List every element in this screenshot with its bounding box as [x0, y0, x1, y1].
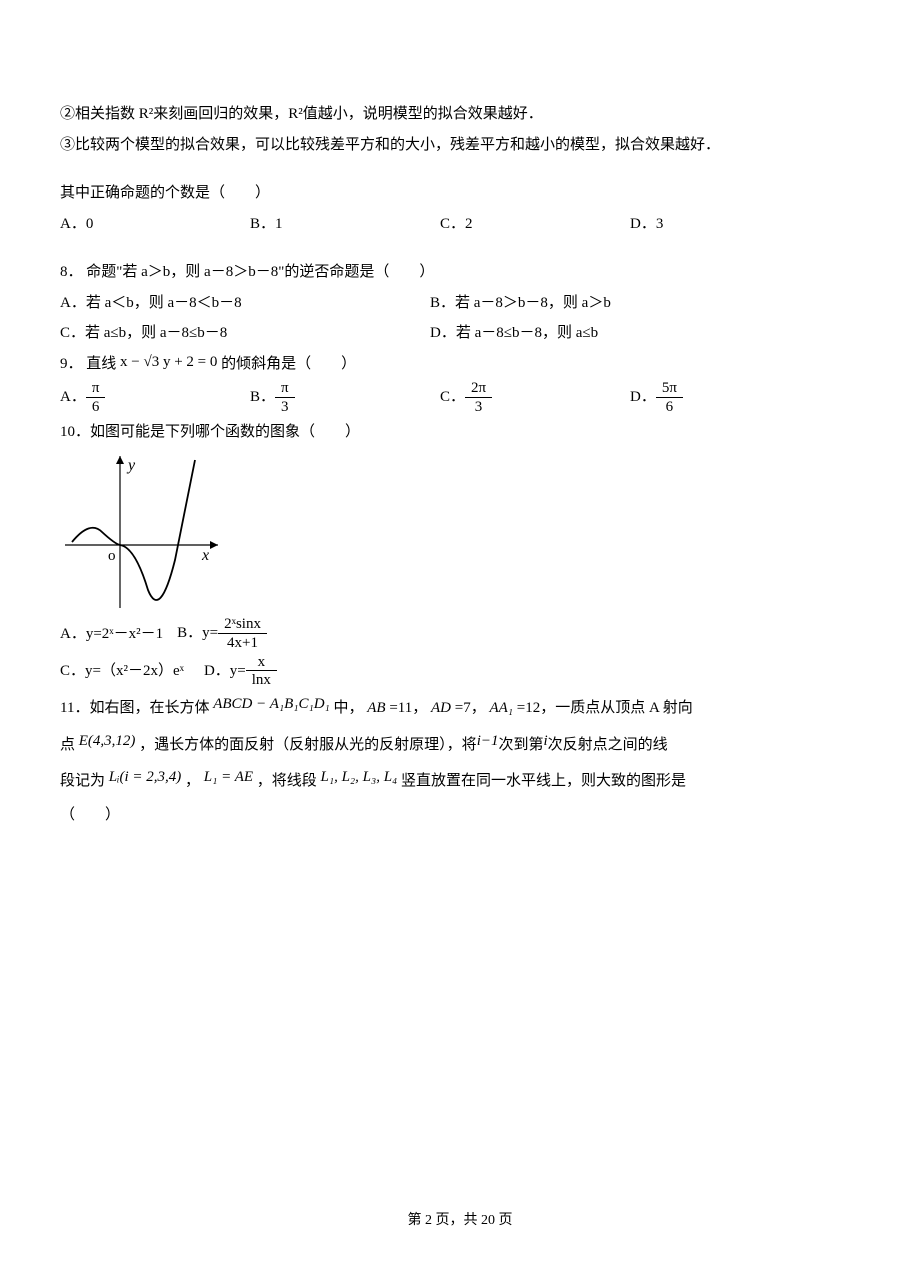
q9-c-frac: 2π3 — [465, 380, 492, 416]
q8-stem: 8． 命题"若 a＞b，则 a－8＞b－8"的逆否命题是（ ） — [60, 258, 860, 287]
q10-opt-d: D．y=xlnx — [204, 654, 277, 690]
q10-graph: y x o — [60, 450, 226, 614]
q11-t12: ，将线段 — [253, 773, 321, 789]
origin-label: o — [108, 548, 116, 564]
q9-c-den: 3 — [465, 398, 492, 416]
q11-line3: 段记为 Lᵢ(i = 2,3,4) ， L₁ = AE ，将线段 L₁, L₂,… — [60, 764, 860, 799]
q9-opt-d: D．5π6 — [630, 380, 820, 416]
q11-t5: =12，一质点从顶点 A 射向 — [513, 700, 693, 716]
q7-opt-c: C．2 — [440, 210, 630, 239]
q7-opt-b: B．1 — [250, 210, 440, 239]
q8-opt-b: B．若 a－8＞b－8，则 a＞b — [430, 289, 800, 318]
q11-sym-im1: i−1 — [477, 733, 499, 749]
q11-sym-i: i — [544, 733, 548, 749]
q11-t1: 11．如右图，在长方体 — [60, 700, 213, 716]
q10-d-num: x — [246, 654, 277, 672]
q7-opt-a: A．0 — [60, 210, 250, 239]
q9-options: A．π6 B．π3 C．2π3 D．5π6 — [60, 380, 860, 416]
q11-sym-l1: L₁ = AE — [204, 769, 253, 785]
q10-b-frac: 2ˣsinx4x+1 — [218, 616, 267, 652]
q11-sym-ad: AD — [431, 700, 451, 716]
q11-t11: ， — [181, 773, 204, 789]
q9-opt-c: C．2π3 — [440, 380, 630, 416]
q9-d-den: 6 — [656, 398, 683, 416]
x-axis-label: x — [201, 547, 209, 564]
q8-opt-d: D．若 a－8≤b－8，则 a≤b — [430, 319, 800, 348]
q9-b-num: π — [275, 380, 295, 398]
q10-opt-c: C．y=（x²－2x）eˣ — [60, 657, 184, 686]
q7-prompt: 其中正确命题的个数是（ ） — [60, 179, 860, 208]
q9-c-num: 2π — [465, 380, 492, 398]
q9-b-den: 3 — [275, 398, 295, 416]
q11-t7: ，遇长方体的面反射（反射服从光的反射原理），将 — [135, 737, 476, 753]
q10-b-pre: B．y= — [177, 625, 218, 641]
q10-d-frac: xlnx — [246, 654, 277, 690]
q8-row1: A．若 a＜b，则 a－8＜b－8 B．若 a－8＞b－8，则 a＞b — [60, 289, 860, 318]
q10-row1: A．y=2ˣ－x²－1 B．y=2ˣsinx4x+1 — [60, 616, 860, 652]
q10-stem: 10．如图可能是下列哪个函数的图象（ ） — [60, 418, 860, 447]
y-axis-label: y — [126, 457, 136, 474]
q8-row2: C．若 a≤b，则 a－8≤b－8 D．若 a－8≤b－8，则 a≤b — [60, 319, 860, 348]
q9-math: x − √3 y + 2 = 0 — [120, 354, 217, 370]
q10-opt-b: B．y=2ˣsinx4x+1 — [177, 616, 267, 652]
q9-b-pre: B． — [250, 389, 275, 405]
q10-row2: C．y=（x²－2x）eˣ D．y=xlnx — [60, 654, 860, 690]
q11-sym-li: Lᵢ(i = 2,3,4) — [109, 769, 182, 785]
q10-opt-a: A．y=2ˣ－x²－1 — [60, 620, 163, 649]
q11-t2: 中， — [330, 700, 368, 716]
q11-t10: 段记为 — [60, 773, 109, 789]
q11-t6: 点 — [60, 737, 79, 753]
q8-opt-a: A．若 a＜b，则 a－8＜b－8 — [60, 289, 430, 318]
q9-opt-b: B．π3 — [250, 380, 440, 416]
q11-sym-aa1: AA₁ — [489, 700, 513, 716]
statement-3: ③比较两个模型的拟合效果，可以比较残差平方和的大小，残差平方和越小的模型，拟合效… — [60, 131, 860, 160]
q9-a-den: 6 — [86, 398, 106, 416]
q11-t9: 次反射点之间的线 — [548, 737, 668, 753]
q9-stem-pre: 9． 直线 — [60, 356, 120, 372]
q9-stem-post: 的倾斜角是（ ） — [217, 356, 356, 372]
q7-options: A．0 B．1 C．2 D．3 — [60, 210, 860, 239]
q11-line2: 点 E(4,3,12) ，遇长方体的面反射（反射服从光的反射原理），将i−1次到… — [60, 728, 860, 763]
q8-opt-c: C．若 a≤b，则 a－8≤b－8 — [60, 319, 430, 348]
q9-c-pre: C． — [440, 389, 465, 405]
q7-opt-d: D．3 — [630, 210, 820, 239]
page-footer: 第 2 页，共 20 页 — [0, 1208, 920, 1235]
q11-t4: =7， — [451, 700, 489, 716]
q11-sym-ls: L₁, L₂, L₃, L₄ — [321, 769, 398, 785]
q10-b-den: 4x+1 — [218, 634, 267, 652]
q10-b-num: 2ˣsinx — [218, 616, 267, 634]
statement-2: ②相关指数 R²来刻画回归的效果，R²值越小，说明模型的拟合效果越好． — [60, 100, 860, 129]
q9-a-pre: A． — [60, 389, 86, 405]
q9-b-frac: π3 — [275, 380, 295, 416]
q9-d-frac: 5π6 — [656, 380, 683, 416]
q11-line4: （ ） — [60, 801, 860, 830]
q10-d-den: lnx — [246, 671, 277, 689]
q10-d-pre: D．y= — [204, 663, 246, 679]
q11-t8: 次到第 — [498, 737, 543, 753]
q11-sym-ab: AB — [367, 700, 385, 716]
q11-line1: 11．如右图，在长方体 ABCD − A₁B₁C₁D₁ 中， AB =11， A… — [60, 691, 860, 726]
q9-a-frac: π6 — [86, 380, 106, 416]
q9-d-num: 5π — [656, 380, 683, 398]
function-graph-svg: y x o — [60, 450, 226, 614]
q9-stem: 9． 直线 x − √3 y + 2 = 0 的倾斜角是（ ） — [60, 350, 860, 379]
q9-a-num: π — [86, 380, 106, 398]
q9-opt-a: A．π6 — [60, 380, 250, 416]
q11-t3: =11， — [386, 700, 431, 716]
q9-d-pre: D． — [630, 389, 656, 405]
q11-sym-cuboid: ABCD − A₁B₁C₁D₁ — [213, 696, 330, 712]
q11-t13: 竖直放置在同一水平线上，则大致的图形是 — [397, 773, 686, 789]
q11-sym-e: E(4,3,12) — [79, 733, 136, 749]
